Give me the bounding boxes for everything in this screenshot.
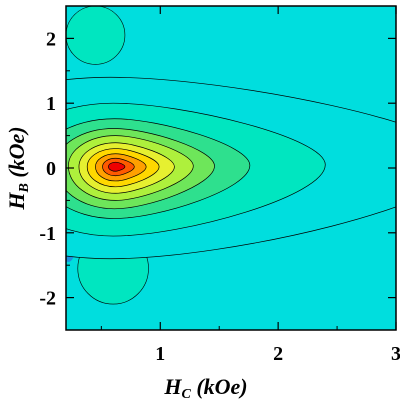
y-tick-label: 0 xyxy=(46,158,56,180)
x-axis-title: HC (kOe) xyxy=(163,374,247,402)
y-tick-label: 1 xyxy=(46,93,56,115)
x-tick-label: 1 xyxy=(155,343,165,365)
y-axis-title: HB (kOe) xyxy=(4,126,32,210)
contour-layers xyxy=(66,6,396,305)
upper-lobe xyxy=(66,6,126,65)
x-tick-label: 2 xyxy=(273,343,283,365)
plot-area xyxy=(66,6,396,330)
tick-labels: 1 2 3 2 1 0 -1 -2 xyxy=(39,28,400,365)
y-tick-label: -1 xyxy=(39,223,56,245)
x-tick-label: 3 xyxy=(391,343,400,365)
contour-level-10 xyxy=(108,161,126,172)
axis-ticks xyxy=(66,5,397,331)
y-tick-label: 2 xyxy=(46,28,56,50)
y-tick-label: -2 xyxy=(39,288,56,310)
